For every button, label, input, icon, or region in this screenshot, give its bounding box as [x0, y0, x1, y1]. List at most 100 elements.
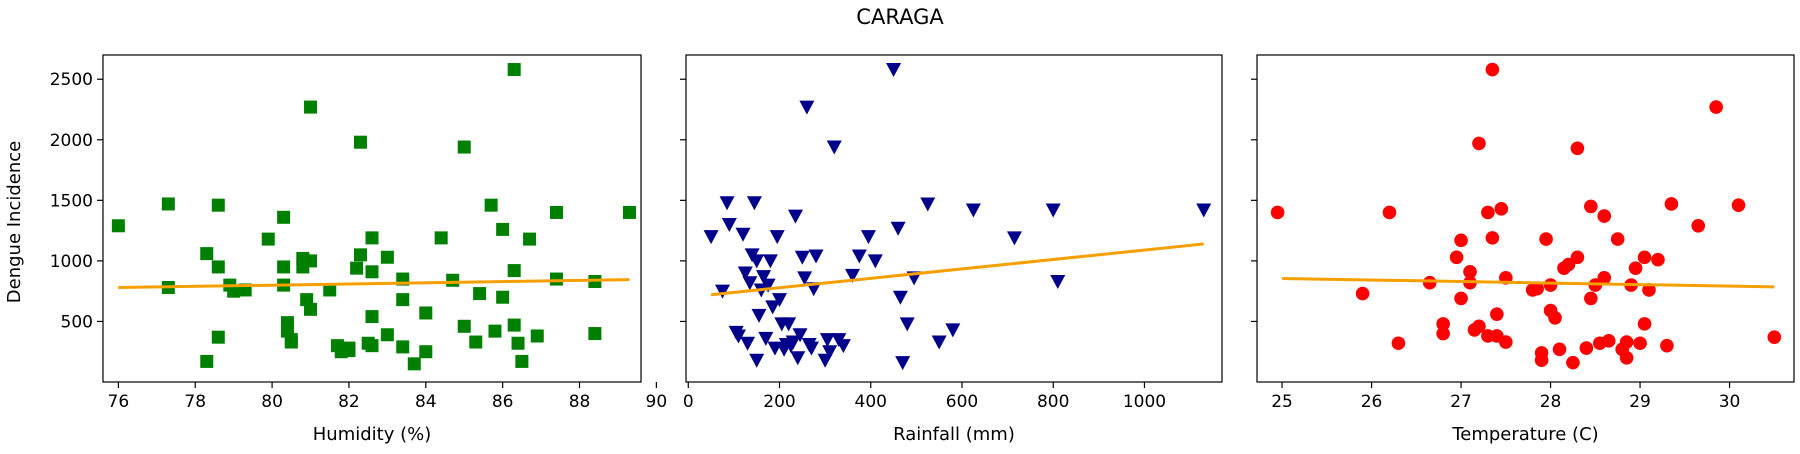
data-point: [1454, 291, 1468, 306]
data-point: [111, 219, 125, 233]
data-point: [749, 254, 765, 269]
data-point: [751, 308, 767, 323]
data-point: [304, 100, 318, 114]
x-tick-label: 80: [261, 392, 283, 412]
data-point: [353, 248, 367, 262]
x-tick-label: 26: [1361, 392, 1383, 412]
data-point: [703, 230, 719, 245]
data-point: [1584, 291, 1598, 306]
x-tick-label: 600: [946, 392, 978, 412]
data-point: [1485, 62, 1500, 77]
data-point: [1597, 271, 1612, 285]
data-point: [622, 205, 636, 219]
data-point: [380, 250, 394, 264]
data-point: [1481, 205, 1495, 220]
data-point: [1570, 250, 1585, 265]
data-point: [211, 198, 225, 212]
x-tick-label: 28: [1540, 392, 1562, 412]
data-point: [507, 264, 521, 278]
data-point: [794, 250, 810, 265]
data-point: [396, 340, 410, 354]
data-point: [200, 354, 214, 368]
x-tick-label: 29: [1629, 392, 1651, 412]
data-point: [1709, 100, 1723, 114]
data-point: [769, 230, 785, 245]
data-point: [1637, 317, 1652, 331]
data-point: [277, 210, 291, 224]
data-point: [1270, 205, 1285, 220]
data-point: [496, 222, 510, 236]
data-point: [895, 356, 911, 371]
x-axis-label: Temperature (C): [1451, 424, 1598, 445]
data-point: [819, 333, 835, 348]
panel-1: 76 78 80 82 84 86 88 90 500 1000 1500 2000 2500 Humid…: [50, 54, 668, 445]
data-point: [511, 336, 525, 350]
data-point: [473, 287, 487, 301]
x-tick-label: 90: [646, 392, 668, 412]
data-point: [797, 271, 813, 286]
data-point: [261, 232, 275, 246]
data-point: [765, 300, 781, 315]
figure-title: CARAGA: [856, 5, 944, 29]
y-tick-label: 1500: [50, 191, 93, 211]
x-tick-label: 200: [763, 392, 795, 412]
data-point: [756, 270, 772, 285]
data-point: [1355, 286, 1370, 301]
data-point: [1045, 203, 1061, 218]
data-point: [1490, 307, 1504, 321]
data-point: [1391, 336, 1406, 351]
data-point: [507, 63, 521, 77]
data-point: [1543, 278, 1558, 292]
data-point: [1637, 250, 1652, 265]
data-point: [730, 329, 746, 344]
data-point: [277, 260, 291, 274]
x-tick-label: 25: [1271, 392, 1293, 412]
data-point: [1196, 203, 1212, 218]
data-point: [1619, 350, 1634, 365]
data-point: [945, 323, 961, 338]
y-tick-label: 2500: [50, 70, 93, 90]
data-point: [808, 249, 824, 264]
data-point: [772, 293, 788, 308]
data-point: [892, 290, 908, 305]
x-tick-label: 88: [569, 392, 591, 412]
data-point: [549, 205, 563, 219]
data-point: [496, 290, 510, 304]
data-point: [523, 232, 537, 246]
x-axis-label: Rainfall (mm): [893, 424, 1015, 445]
data-point: [407, 357, 421, 371]
x-tick-label: 82: [338, 392, 360, 412]
data-point: [1610, 232, 1625, 246]
axes-frame: [102, 54, 642, 383]
data-point: [735, 227, 751, 242]
data-point: [342, 344, 356, 358]
data-point: [469, 335, 483, 349]
data-point: [365, 339, 379, 353]
data-point: [353, 135, 367, 149]
data-point: [785, 335, 801, 350]
data-point: [886, 63, 902, 78]
data-point: [1660, 338, 1674, 353]
data-point: [1570, 141, 1585, 156]
data-point: [931, 335, 947, 350]
y-tick-label: 500: [61, 312, 93, 332]
data-point: [1633, 336, 1647, 351]
data-point: [227, 284, 241, 298]
data-point: [1472, 319, 1486, 334]
data-point: [1006, 231, 1022, 246]
data-point: [1651, 252, 1665, 267]
data-point: [1472, 136, 1486, 151]
data-point: [803, 341, 819, 356]
data-point: [1494, 202, 1509, 216]
data-point: [762, 254, 778, 269]
data-point: [721, 218, 737, 233]
data-point: [1584, 199, 1598, 214]
data-point: [1463, 264, 1477, 279]
data-point: [1767, 330, 1782, 344]
data-point: [457, 319, 471, 333]
data-point: [740, 336, 756, 351]
y-tick-label: 2000: [50, 131, 93, 151]
data-point: [446, 273, 460, 287]
axes-frame: [1256, 54, 1795, 383]
